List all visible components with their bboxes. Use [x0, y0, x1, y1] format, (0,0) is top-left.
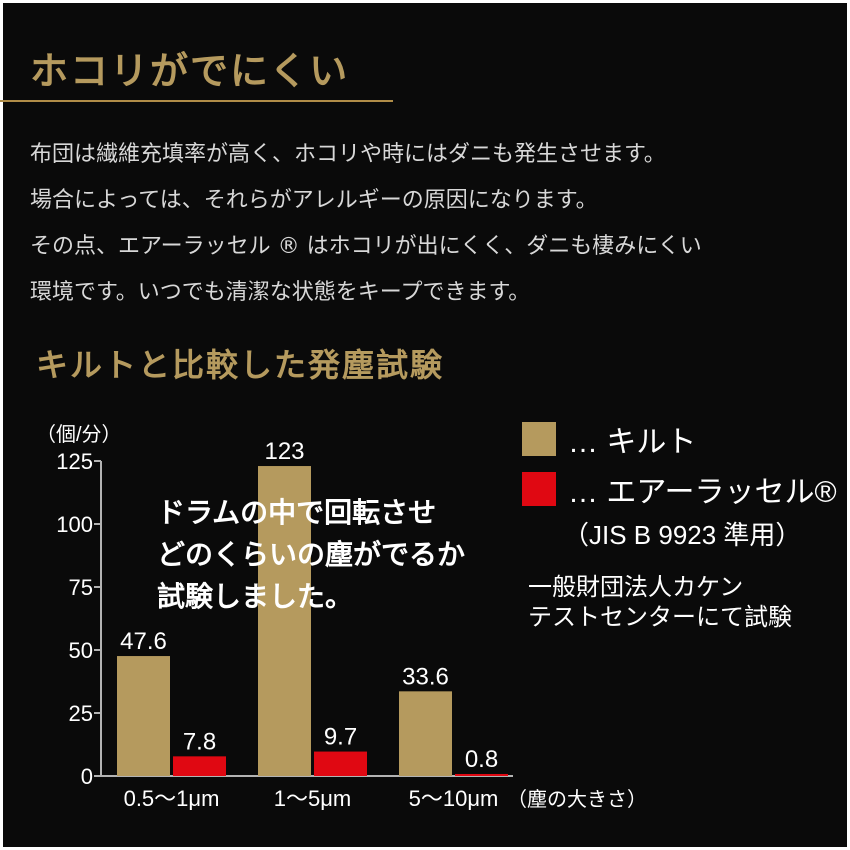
x-tick-label: 5〜10μm [409, 786, 499, 811]
page-heading: ホコリがでにくい [30, 48, 350, 93]
bar-value-label: 47.6 [120, 628, 167, 655]
test-note-line: テストセンターにて試験 [528, 604, 792, 631]
annotation-line: 試験しました。 [157, 580, 354, 613]
legend-swatch [522, 472, 556, 506]
test-note-line: 一般財団法人カケン [528, 574, 744, 601]
chart-legend: … キルト … エアーラッセル® [522, 420, 837, 520]
chart-title: キルトと比較した発塵試験 [36, 346, 445, 384]
intro-line: その点、エアーラッセル ® はホコリが出にくく、ダニも棲みにくい [30, 234, 702, 259]
annotation-line: ドラムの中で回転させ [157, 496, 437, 529]
intro-line: 布団は繊維充填率が高く、ホコリや時にはダニも発生させます。 [30, 142, 666, 167]
heading-underline [0, 100, 393, 102]
chart-annotation: ドラムの中で回転させ どのくらいの塵がでるか 試験しました。 [157, 492, 465, 618]
intro-text: 布団は繊維充填率が高く、ホコリや時にはダニも発生させます。 場合によっては、それ… [30, 132, 830, 316]
bar [258, 466, 311, 776]
y-tick-label: 125 [56, 449, 93, 474]
bar-value-label: 0.8 [465, 746, 498, 773]
x-tick-label: 1〜5μm [274, 786, 351, 811]
y-tick-label: 25 [69, 701, 93, 726]
bar [399, 691, 452, 776]
y-tick-label: 75 [69, 575, 93, 600]
y-tick-label: 0 [81, 764, 93, 789]
intro-line: 環境です。いつでも清潔な状態をキープできます。 [30, 280, 531, 305]
y-tick-label: 50 [69, 638, 93, 663]
bar-value-label: 9.7 [324, 724, 357, 751]
test-center-note: 一般財団法人カケン テストセンターにて試験 [528, 573, 792, 633]
y-axis-label: （個/分） [36, 423, 122, 446]
bar-value-label: 7.8 [183, 728, 216, 755]
x-tick-label: 0.5〜1μm [124, 786, 220, 811]
bar [314, 751, 367, 776]
bar-value-label: 33.6 [402, 663, 449, 690]
legend-item-airrussell: … エアーラッセル® [522, 470, 837, 509]
annotation-line: どのくらいの塵がでるか [157, 538, 466, 571]
legend-label: … キルト [568, 426, 697, 459]
x-axis-label: （塵の大きさ） [507, 788, 647, 811]
legend-label: … エアーラッセル® [568, 476, 837, 509]
bar [173, 756, 226, 776]
bar-value-label: 123 [264, 438, 304, 465]
y-tick-label: 100 [56, 512, 93, 537]
bar [455, 773, 508, 776]
legend-swatch [522, 422, 556, 456]
legend-item-quilt: … キルト [522, 420, 837, 459]
standard-note: （JIS B 9923 準用） [563, 520, 802, 550]
bar [117, 656, 170, 776]
intro-line: 場合によっては、それらがアレルギーの原因になります。 [30, 188, 598, 213]
